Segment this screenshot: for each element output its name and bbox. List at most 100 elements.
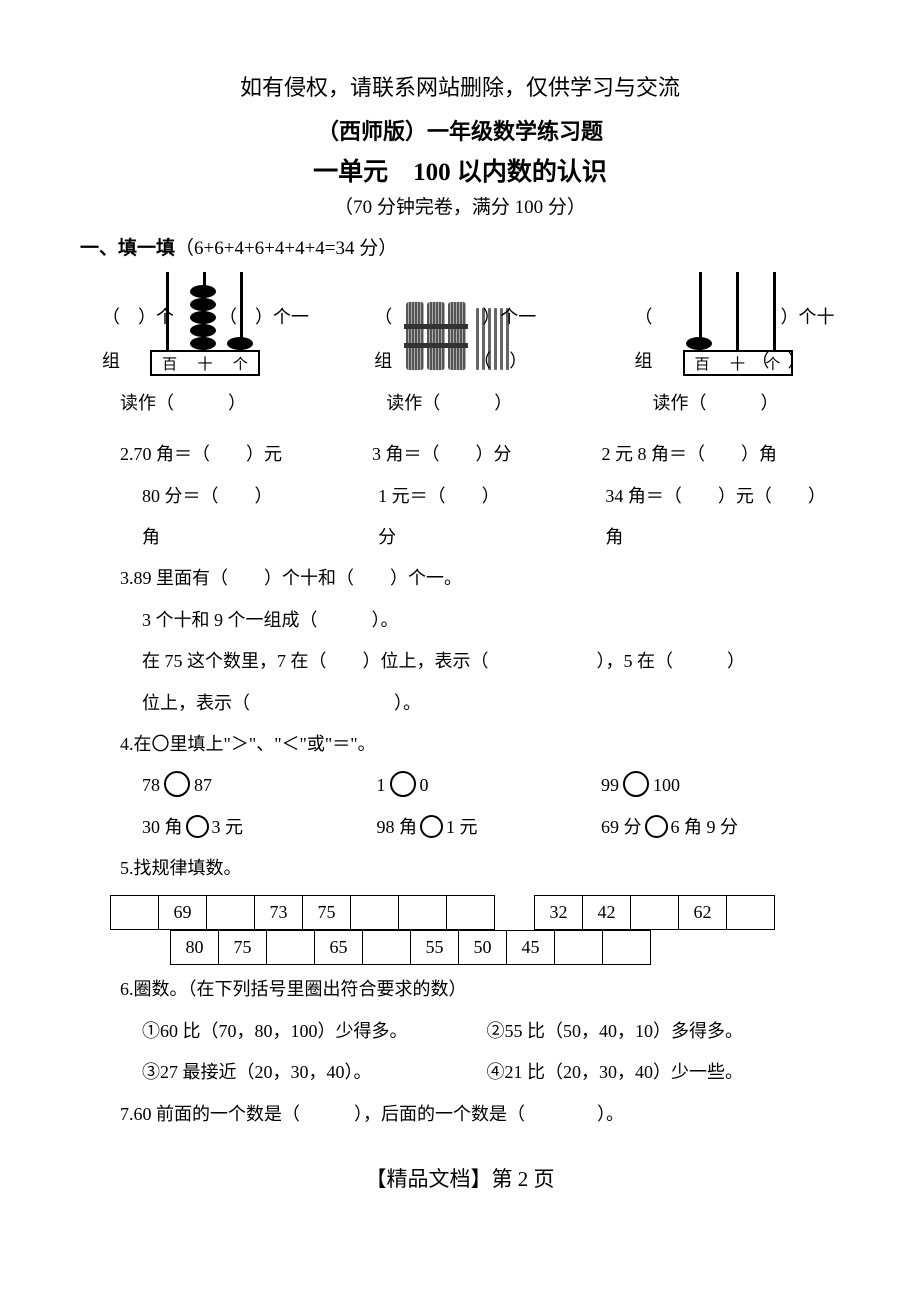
compare-circle xyxy=(186,815,209,838)
section-1-prefix: 一、填一填 xyxy=(80,238,175,259)
seq-cell xyxy=(727,896,775,930)
q6-row2: ③27 最接近（20，30，40）。 ④21 比（20，30，40）少一些。 xyxy=(142,1052,840,1093)
q1-col-a: 百 十 个 （ ）个 （ ）个一 组 读作（ ） xyxy=(120,270,326,420)
q1-col-c: 百 十 个 （ ）个十 组 （ ） 读作（ ） xyxy=(653,270,841,420)
seq-cell xyxy=(111,896,159,930)
seq-cell: 69 xyxy=(159,896,207,930)
seq-cell xyxy=(351,896,399,930)
t: 100 xyxy=(653,775,680,795)
seq-cell: 65 xyxy=(315,931,363,965)
t: 组 xyxy=(635,351,653,371)
t: 1 元 xyxy=(446,817,478,837)
seq-cell: 32 xyxy=(535,896,583,930)
seq-cell: 80 xyxy=(171,931,219,965)
compare-circle xyxy=(390,771,416,797)
page-footer: 【精品文档】第 2 页 xyxy=(80,1163,840,1193)
t: 读作（ xyxy=(120,393,174,413)
q4-row1: 78 87 1 0 99 100 xyxy=(142,765,840,806)
q1b-read: 读作（ ） xyxy=(386,386,592,420)
t: 98 角 xyxy=(377,817,418,837)
q3-l1: 89 里面有（ ）个十和（ ）个一。 xyxy=(134,568,463,588)
t: ） xyxy=(509,351,527,371)
q4-row2: 30 角 3 元 98 角 1 元 69 分 6 角 9 分 xyxy=(142,807,840,848)
t: ） xyxy=(788,351,806,371)
question-7: 7.60 前面的一个数是（ ），后面的一个数是（ ）。 xyxy=(120,1094,840,1135)
seq-cell: 55 xyxy=(411,931,459,965)
t: 3 元 xyxy=(212,817,244,837)
q2-r2a: 80 分＝（ ）角 xyxy=(142,476,288,559)
q6-number: 6. xyxy=(120,979,134,999)
compare-circle xyxy=(645,815,668,838)
worksheet-title: （西师版）一年级数学练习题 xyxy=(80,114,840,146)
t: ）个十 xyxy=(781,307,835,327)
copyright-notice: 如有侵权，请联系网站删除，仅供学习与交流 xyxy=(80,70,840,102)
t: 78 xyxy=(142,775,160,795)
compare-circle xyxy=(420,815,443,838)
seq-cell: 50 xyxy=(459,931,507,965)
seq-cell xyxy=(555,931,603,965)
q3-number: 3. xyxy=(120,568,134,588)
t: （ xyxy=(482,351,491,371)
t: 6 角 9 分 xyxy=(671,817,739,837)
question-6: 6.圈数。（在下列括号里圈出符合要求的数） xyxy=(120,969,840,1010)
seq-table-2: 32 42 62 xyxy=(534,895,775,930)
q2-r2b: 1 元＝（ ）分 xyxy=(378,476,515,559)
question-3: 3.89 里面有（ ）个十和（ ）个一。 xyxy=(120,558,840,599)
t: 0 xyxy=(420,775,429,795)
q6-i3: ③27 最接近（20，30，40）。 xyxy=(142,1052,482,1093)
t: 87 xyxy=(194,775,212,795)
t: 组 xyxy=(374,351,392,371)
q2-r2c: 34 角＝（ ）元（ ）角 xyxy=(605,476,840,559)
t: 读作（ xyxy=(386,393,440,413)
seq-cell xyxy=(363,931,411,965)
question-2: 2.70 角＝（ ）元 3 角＝（ ）分 2 元 8 角＝（ ）角 80 分＝（… xyxy=(120,434,840,558)
q3-l4: 位上，表示（ ）。 xyxy=(142,683,840,724)
compare-circle xyxy=(164,771,190,797)
q2-number: 2. xyxy=(120,444,134,464)
q7-number: 7. xyxy=(120,1104,134,1124)
seq-cell xyxy=(447,896,495,930)
seq-cell xyxy=(267,931,315,965)
seq-cell: 45 xyxy=(507,931,555,965)
q4-title: 在〇里填上"＞"、"＜"或"＝"。 xyxy=(134,734,376,754)
t: 99 xyxy=(601,775,619,795)
q1c-l2: 组 （ ） xyxy=(635,344,806,378)
q3-l2: 3 个十和 9 个一组成（ ）。 xyxy=(142,600,840,641)
seq-cell: 62 xyxy=(679,896,727,930)
q6-title: 圈数。（在下列括号里圈出符合要求的数） xyxy=(134,979,467,999)
q1b-l2: 组 （ ） xyxy=(374,344,527,378)
abacus-label-ge: 个 xyxy=(233,353,248,374)
q1a-blanks: （ ）个 （ ）个一 xyxy=(102,300,309,334)
seq-cell: 75 xyxy=(219,931,267,965)
seq-cell xyxy=(631,896,679,930)
t: （ xyxy=(228,307,237,327)
t: 组 xyxy=(102,351,120,371)
seq-cell: 75 xyxy=(303,896,351,930)
question-4: 4.在〇里填上"＞"、"＜"或"＝"。 xyxy=(120,724,840,765)
t: ） xyxy=(761,393,779,413)
t: ） xyxy=(228,393,246,413)
q1-col-b: （ ）个一 组 （ ） 读作（ ） xyxy=(386,270,592,420)
q2-r1a: 70 角＝（ ）元 xyxy=(134,444,283,464)
q6-i1: ①60 比（70，80，100）少得多。 xyxy=(142,1011,482,1052)
t: 读作（ xyxy=(653,393,707,413)
q1c-l1: （ ）个十 xyxy=(635,300,835,334)
q5-title: 找规律填数。 xyxy=(134,858,242,878)
seq-cell xyxy=(207,896,255,930)
q3-l3: 在 75 这个数里，7 在（ ）位上，表示（ ），5 在（ ） xyxy=(142,641,840,682)
t: （ xyxy=(761,351,770,371)
section-1-points: （6+6+4+6+4+4+4=34 分） xyxy=(175,238,397,259)
seq-table-1: 69 73 75 xyxy=(110,895,495,930)
seq-cell xyxy=(399,896,447,930)
seq-cell xyxy=(603,931,651,965)
q2-r1c: 2 元 8 角＝（ ）角 xyxy=(602,434,778,475)
question-1: 1. 百 十 个 （ ）个 （ ）个一 组 读作（ ） xyxy=(120,270,840,420)
t: 30 角 xyxy=(142,817,183,837)
q5-number: 5. xyxy=(120,858,134,878)
q1a-read: 读作（ ） xyxy=(120,386,326,420)
question-5: 5.找规律填数。 xyxy=(120,848,840,889)
t: 69 分 xyxy=(601,817,642,837)
compare-circle xyxy=(623,771,649,797)
seq-cell: 42 xyxy=(583,896,631,930)
t: 1 xyxy=(377,775,386,795)
